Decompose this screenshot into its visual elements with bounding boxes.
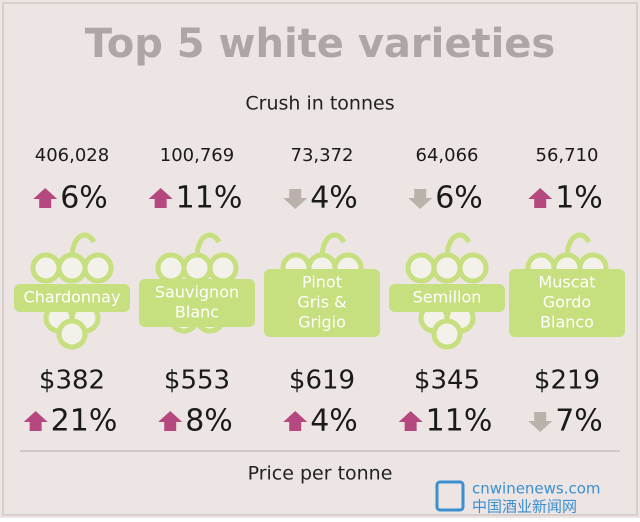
arrow-up: [23, 411, 48, 431]
frame: [2, 2, 638, 516]
arrow-down: [283, 189, 308, 209]
crush-value: 73,372: [291, 145, 354, 166]
name-box: [264, 269, 380, 337]
change-label: 4%: [310, 181, 358, 216]
variety-name: Pinot: [302, 273, 342, 292]
price-value: $345: [414, 366, 480, 396]
variety-name: Gordo: [543, 293, 591, 312]
change-label: 6%: [60, 181, 108, 216]
watermark-site: cnwinenews.com: [472, 480, 601, 498]
arrow-up: [528, 188, 553, 208]
grape: [56, 252, 88, 284]
grape: [56, 318, 88, 350]
watermark: cnwinenews.com 中国酒业新闻网: [435, 480, 601, 516]
title: Top 5 white varieties: [85, 21, 556, 67]
watermark-logo: [435, 480, 465, 512]
grape: [405, 252, 437, 284]
arrow-up: [158, 411, 183, 431]
grape: [457, 252, 489, 284]
name-box: [14, 284, 130, 312]
variety-name: Semillon: [413, 288, 482, 307]
crush-value: 56,710: [536, 145, 599, 166]
watermark-name: 中国酒业新闻网: [472, 498, 577, 516]
grape: [30, 252, 62, 284]
crush-value: 406,028: [35, 145, 109, 166]
grape: [181, 252, 213, 284]
variety-name: Sauvignon: [155, 283, 239, 302]
arrow-up: [33, 188, 58, 208]
change-label: 11%: [426, 404, 493, 439]
grape: [431, 252, 463, 284]
change-label: 11%: [176, 181, 243, 216]
name-box: [509, 269, 625, 337]
variety-name: Blanc: [175, 303, 219, 322]
grape: [155, 252, 187, 284]
grape: [82, 252, 114, 284]
change-label: 7%: [555, 404, 603, 439]
arrow-up: [398, 411, 423, 431]
variety: 64,066 6% Semillon $345 11%: [389, 145, 505, 439]
change-label: 4%: [310, 404, 358, 439]
price-value: $382: [39, 366, 105, 396]
change-label: 6%: [435, 181, 483, 216]
price-value: $553: [164, 366, 230, 396]
variety-name: Grigio: [298, 313, 346, 332]
variety-name: Blanco: [540, 313, 594, 332]
change-label: 8%: [185, 404, 233, 439]
arrow-down: [408, 189, 433, 209]
name-box: [389, 284, 505, 312]
grape: [207, 252, 239, 284]
variety-name: Gris &: [297, 293, 346, 312]
crush-value: 100,769: [160, 145, 234, 166]
price-value: $619: [289, 366, 355, 396]
variety-name: Muscat: [538, 273, 595, 292]
change-label: 21%: [51, 404, 118, 439]
variety-name: Chardonnay: [24, 288, 121, 307]
grape: [431, 318, 463, 350]
arrow-down: [528, 412, 553, 432]
price-value: $219: [534, 366, 600, 396]
arrow-up: [148, 188, 173, 208]
crush-value: 64,066: [416, 145, 479, 166]
footer-label: Price per tonne: [248, 463, 393, 485]
subtitle: Crush in tonnes: [245, 93, 394, 115]
arrow-up: [283, 411, 308, 431]
variety: 406,028 6% Chardonnay $382 21%: [14, 145, 130, 439]
name-box: [139, 279, 255, 327]
change-label: 1%: [555, 181, 603, 216]
